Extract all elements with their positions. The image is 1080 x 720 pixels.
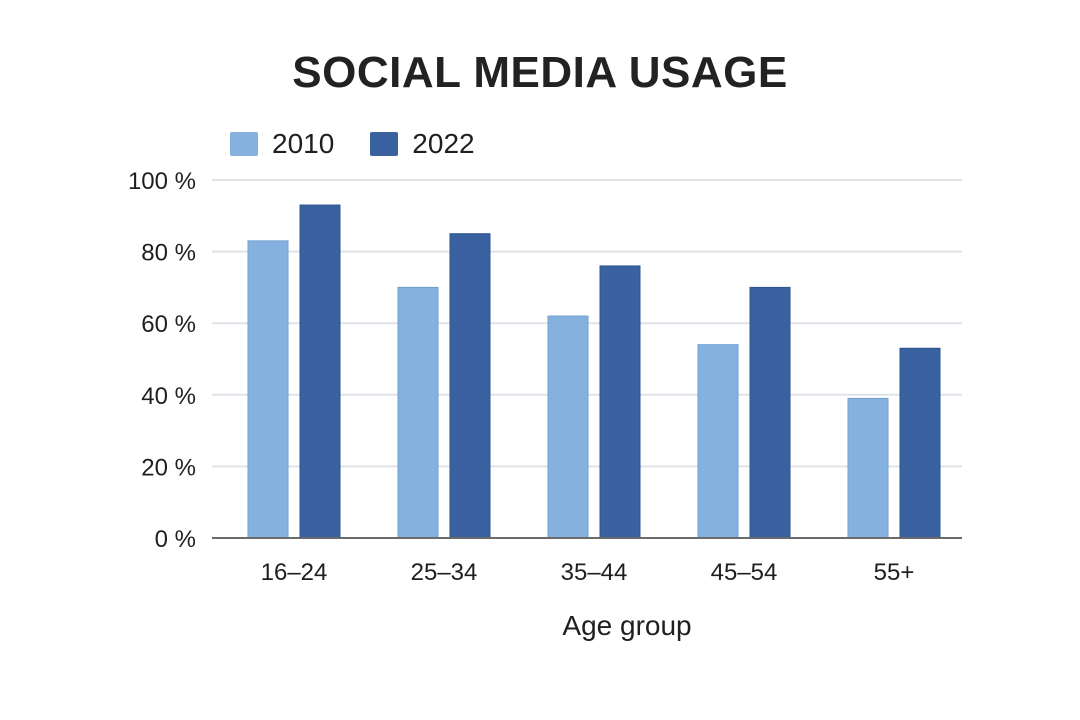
- legend-item-2010: 2010: [230, 128, 334, 160]
- y-tick-label: 80 %: [141, 240, 196, 267]
- bar-2010-16–24: [247, 240, 289, 539]
- legend-swatch-2010: [230, 132, 258, 156]
- bar-2022-25–34: [449, 233, 491, 539]
- bar-2010-45–54: [697, 344, 739, 539]
- x-axis-tick-labels: 16–24 25–34 35–44 45–54 55+: [261, 559, 915, 586]
- y-tick-label: 100 %: [128, 168, 196, 195]
- y-tick-label: 20 %: [141, 454, 196, 481]
- legend-item-2022: 2022: [370, 128, 475, 160]
- bar-2022-55+: [899, 347, 941, 539]
- x-tick-label: 55+: [874, 559, 915, 586]
- y-tick-label: 40 %: [141, 383, 196, 410]
- bar-2010-55+: [847, 397, 889, 539]
- bar-2010-35–44: [547, 315, 589, 539]
- chart-title: SOCIAL MEDIA USAGE: [292, 48, 788, 97]
- y-axis-tick-labels: 0 % 20 % 40 % 60 % 80 % 100 %: [128, 168, 196, 553]
- y-tick-label: 60 %: [141, 311, 196, 338]
- legend-swatch-2022: [370, 132, 399, 156]
- x-tick-label: 35–44: [561, 559, 628, 586]
- x-tick-label: 25–34: [411, 559, 478, 586]
- legend-label-2010: 2010: [272, 128, 335, 159]
- x-tick-label: 45–54: [711, 559, 778, 586]
- legend-label-2022: 2022: [412, 128, 475, 159]
- legend: 2010 2022: [230, 128, 511, 160]
- y-tick-label: 0 %: [155, 526, 196, 553]
- x-axis-title: Age group: [562, 610, 691, 641]
- x-tick-label: 16–24: [261, 559, 328, 586]
- bars: [247, 204, 941, 539]
- bar-2022-16–24: [299, 204, 341, 539]
- bar-2010-25–34: [397, 286, 439, 539]
- bar-2022-35–44: [599, 265, 641, 539]
- bar-2022-45–54: [749, 286, 791, 539]
